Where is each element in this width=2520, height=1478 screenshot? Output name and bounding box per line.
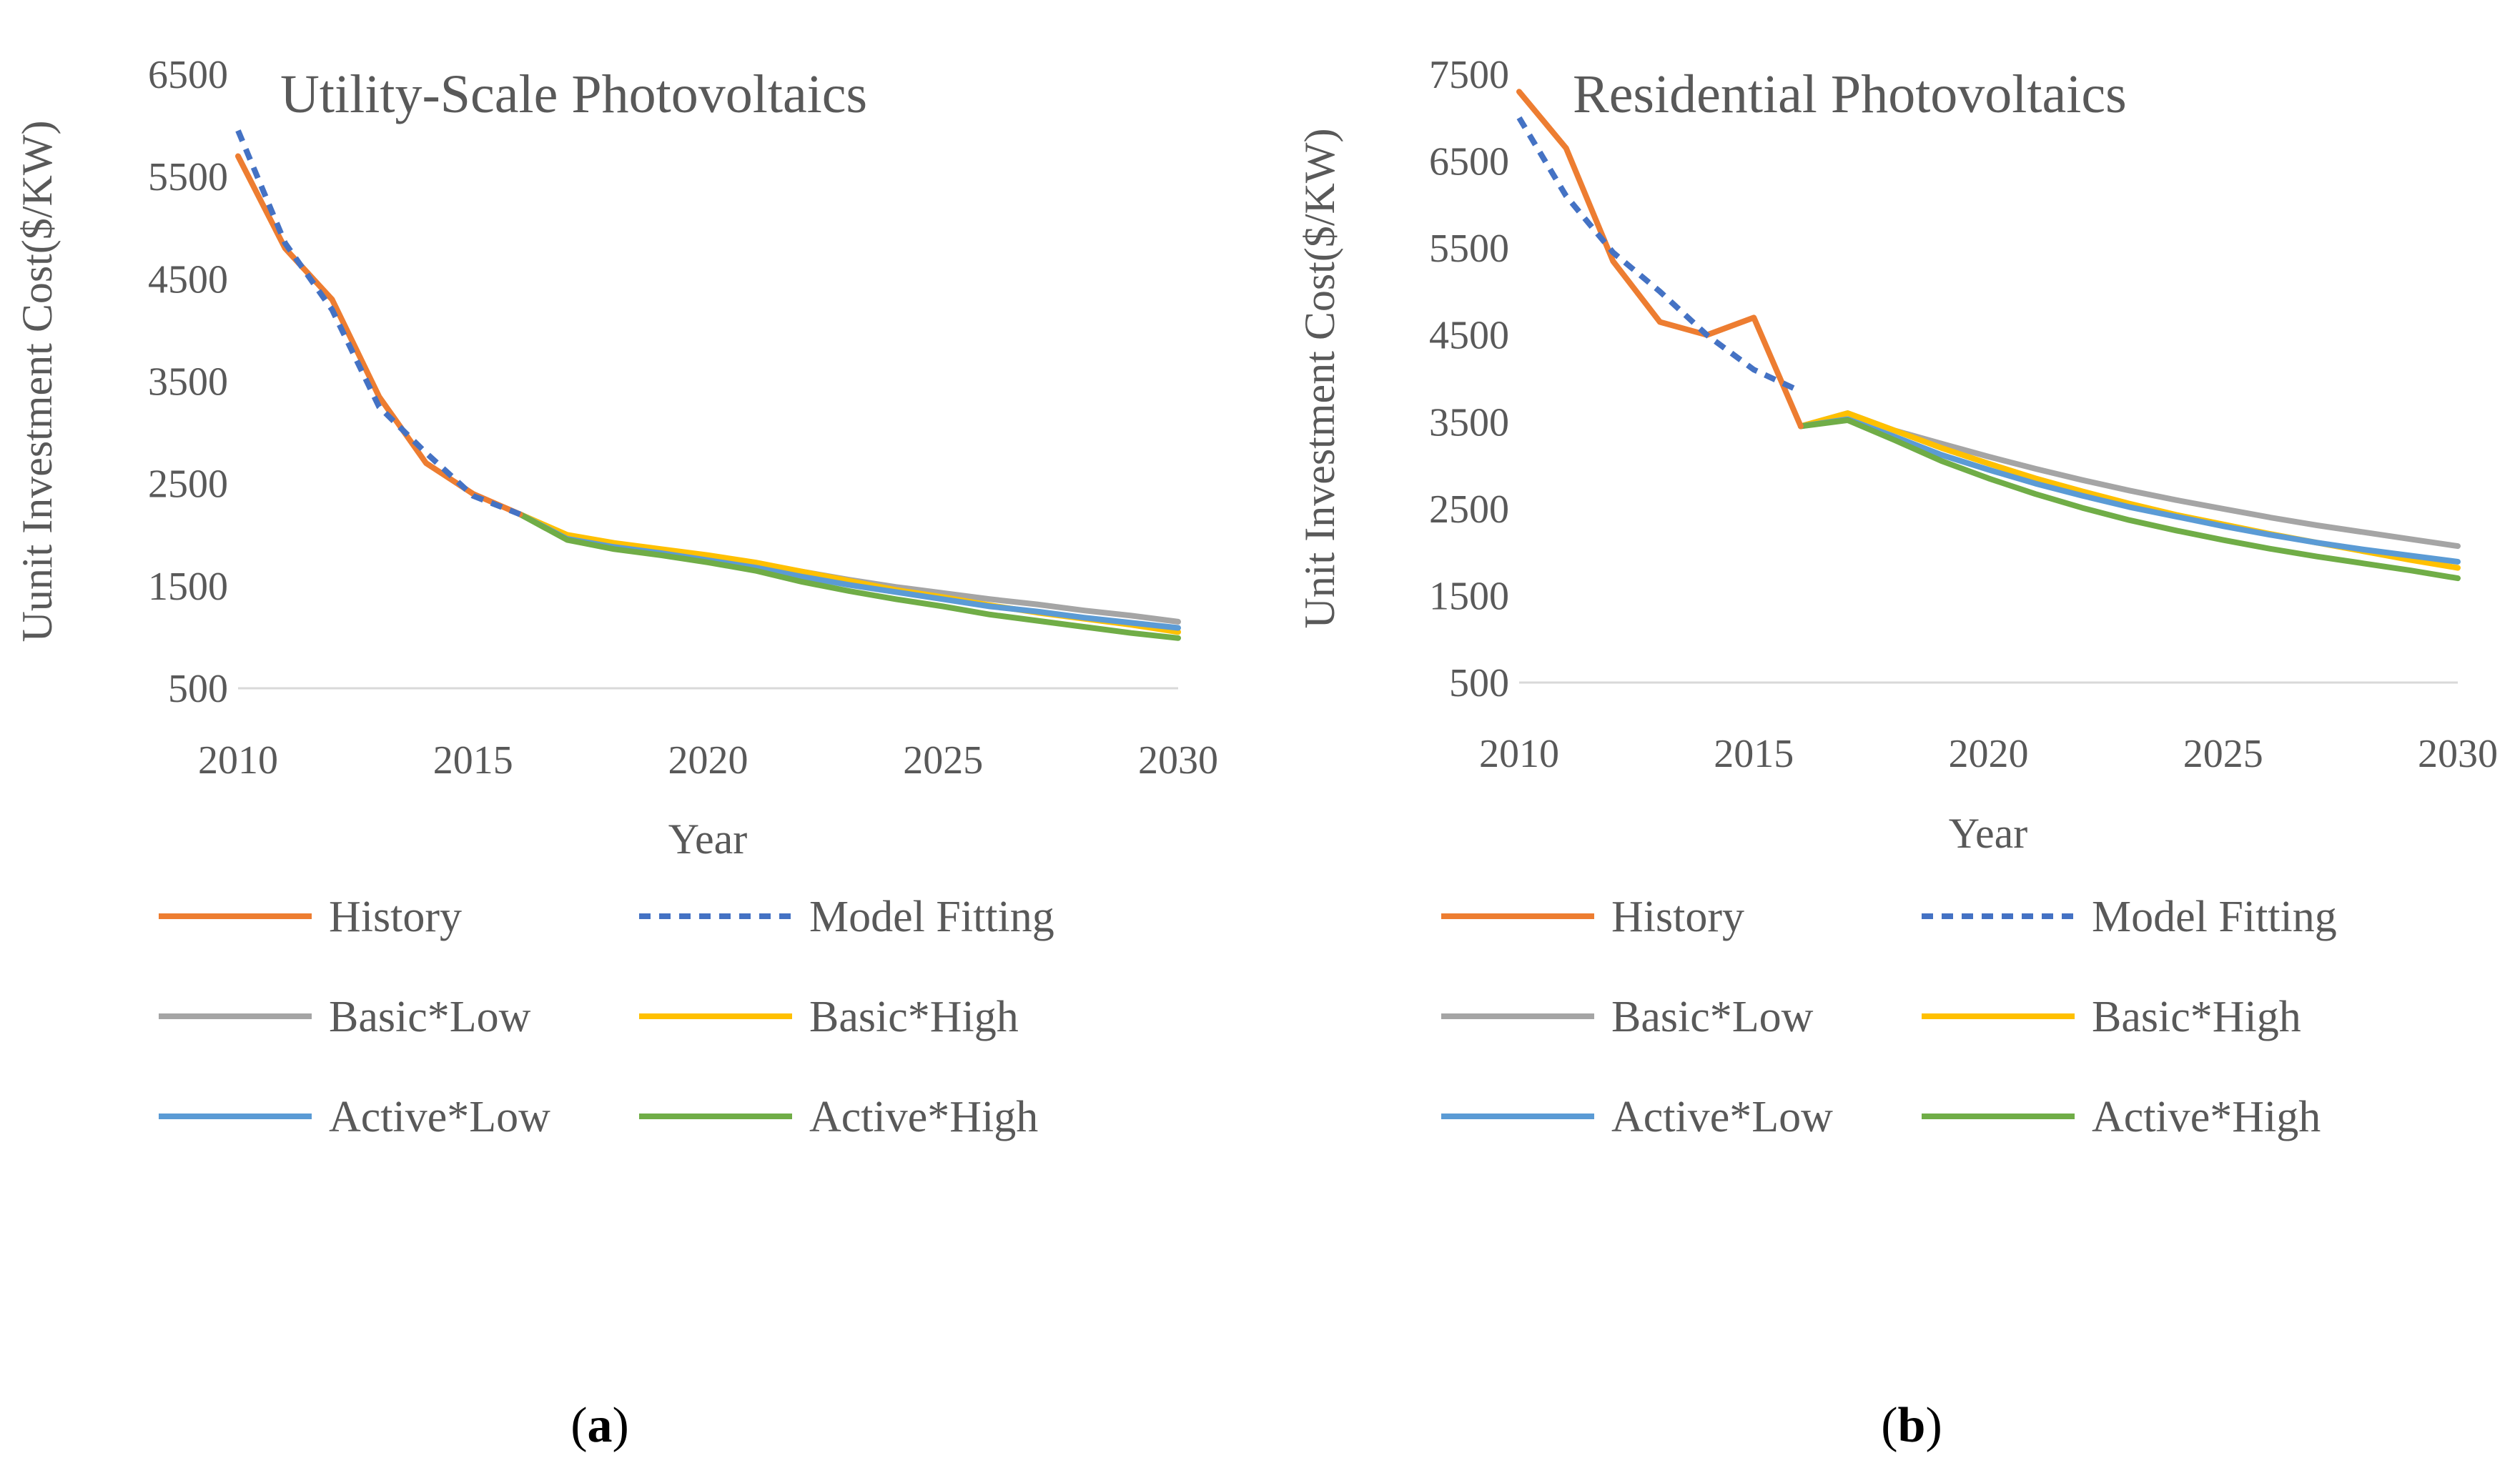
x-tick-label: 2015 [433, 738, 513, 783]
y-tick-label: 6500 [1429, 140, 1509, 184]
legend-label-history: History [1611, 893, 1744, 941]
y-tick-label: 500 [1449, 661, 1509, 705]
y-tick-label: 3500 [148, 360, 228, 405]
series-line-history [235, 153, 523, 517]
y-tick-label: 4500 [148, 257, 228, 302]
x-tick-label: 2025 [903, 738, 983, 783]
panel-caption-letter: a [588, 1398, 613, 1453]
y-tick-label: 5500 [1429, 227, 1509, 271]
legend-label-active-high: Active*High [809, 1093, 1038, 1141]
series-line-model-fitting [235, 129, 521, 517]
panel-caption: (a) [570, 1398, 629, 1453]
x-tick-label: 2030 [1138, 738, 1218, 783]
panel-utility-scale: 500 1500 2500 3500 4500 5500 6500 2010 2015 2020 2… [14, 53, 1218, 1453]
y-tick-label: 3500 [1429, 400, 1509, 445]
chart-title: Utility-Scale Photovoltaics [280, 64, 867, 124]
x-tick-label: 2020 [668, 738, 748, 783]
panel-caption: (b) [1881, 1398, 1942, 1453]
series-line-active-high [517, 511, 1181, 641]
x-tick-label: 2020 [1949, 732, 2029, 776]
legend-label-basic-low: Basic*Low [329, 993, 531, 1041]
y-tick-label: 500 [168, 667, 228, 711]
legend-label-active-high: Active*High [2092, 1093, 2321, 1141]
x-axis-label: Year [1949, 810, 2028, 857]
legend-label-active-low: Active*Low [1611, 1093, 1833, 1141]
y-tick-label: 2500 [1429, 487, 1509, 532]
y-axis-label: Unit Investment Cost($/KW) [1296, 129, 1343, 629]
panel-residential: 500 1500 2500 3500 4500 5500 6500 7500 2010 2015 2… [1296, 53, 2498, 1453]
x-tick-label: 2010 [1479, 732, 1559, 776]
x-tick-label: 2025 [2183, 732, 2263, 776]
legend-label-basic-high: Basic*High [2092, 993, 2301, 1041]
x-axis-label: Year [668, 815, 748, 863]
series-line-basic-low [517, 511, 1181, 625]
y-tick-label: 4500 [1429, 314, 1509, 358]
legend-label-model-fitting: Model Fitting [809, 893, 1054, 941]
y-tick-label: 7500 [1429, 53, 1509, 97]
legend-label-basic-low: Basic*Low [1611, 993, 1814, 1041]
x-tick-label: 2030 [2418, 732, 2498, 776]
series-line-active-low [1797, 416, 2461, 565]
legend-label-history: History [329, 893, 462, 941]
y-tick-label: 5500 [148, 155, 228, 199]
y-tick-label: 6500 [148, 53, 228, 97]
legend-label-basic-high: Basic*High [809, 993, 1019, 1041]
y-tick-label: 2500 [148, 462, 228, 507]
x-tick-label: 2015 [1714, 732, 1794, 776]
panel-caption-letter: b [1898, 1398, 1926, 1453]
series-line-active-high [1797, 417, 2461, 582]
y-tick-label: 1500 [1429, 574, 1509, 618]
series-line-model-fitting [1516, 116, 1802, 395]
x-tick-label: 2010 [198, 738, 278, 783]
legend-label-model-fitting: Model Fitting [2092, 893, 2337, 941]
y-axis-label: Uunit Investment Cost($/KW) [14, 121, 61, 643]
series-line-history [1516, 89, 1804, 430]
y-tick-label: 1500 [148, 565, 228, 609]
chart-title: Residential Photovoltaics [1573, 64, 2127, 124]
legend-label-active-low: Active*Low [329, 1093, 550, 1141]
